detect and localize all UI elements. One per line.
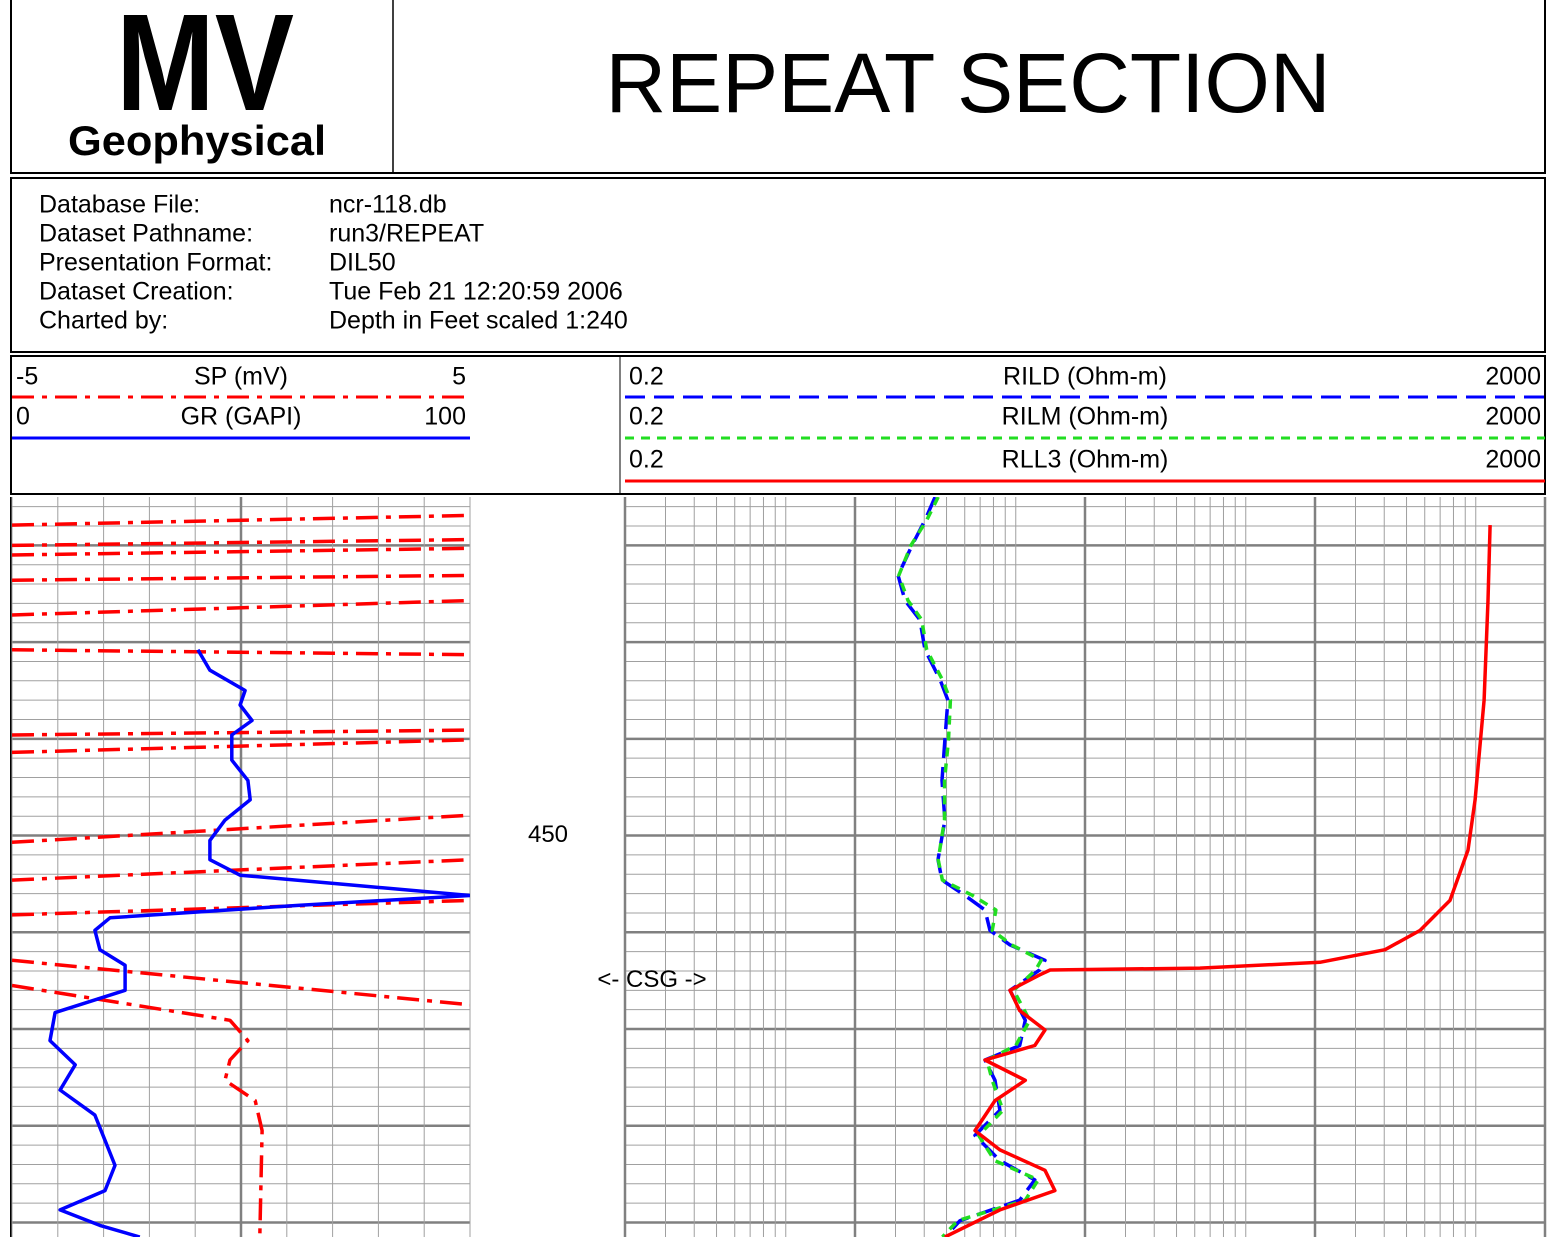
logo-sub: Geophysical — [68, 117, 326, 164]
info-value: run3/REPEAT — [329, 220, 484, 248]
logo-main: MV — [116, 0, 294, 140]
legend-name: RILM (Ohm-m) — [1002, 403, 1169, 431]
legend-min: -5 — [16, 363, 38, 391]
header-box — [10, 0, 1546, 174]
depth-label: 450 — [528, 821, 568, 848]
info-label: Charted by: — [39, 307, 168, 335]
curves — [12, 497, 1492, 1237]
legend-min: 0.2 — [629, 363, 664, 391]
info-label: Presentation Format: — [39, 249, 272, 277]
legend-name: RLL3 (Ohm-m) — [1002, 446, 1169, 474]
grid — [11, 497, 1547, 1237]
annotation: <- CSG -> — [597, 966, 706, 993]
info-box — [10, 177, 1546, 353]
info-value: ncr-118.db — [329, 191, 447, 219]
legend-name: GR (GAPI) — [181, 403, 302, 431]
info-label: Dataset Creation: — [39, 278, 234, 306]
info-value: Depth in Feet scaled 1:240 — [329, 307, 628, 335]
legend-name: SP (mV) — [194, 363, 288, 391]
title: REPEAT SECTION — [605, 36, 1330, 130]
log-curve — [944, 525, 1492, 1237]
legend-box — [10, 355, 1546, 495]
legend-max: 2000 — [1485, 403, 1541, 431]
log-curve — [896, 497, 1047, 1237]
info-value: DIL50 — [329, 249, 396, 277]
legend-max: 5 — [452, 363, 466, 391]
legend-max: 2000 — [1485, 363, 1541, 391]
info-value: Tue Feb 21 12:20:59 2006 — [329, 278, 623, 306]
info-label: Dataset Pathname: — [39, 220, 253, 248]
legend-min: 0 — [16, 403, 30, 431]
legend-min: 0.2 — [629, 446, 664, 474]
legend-min: 0.2 — [629, 403, 664, 431]
legend-max: 100 — [424, 403, 466, 431]
legend-name: RILD (Ohm-m) — [1003, 363, 1167, 391]
log-curve — [48, 648, 470, 1237]
legend-max: 2000 — [1485, 446, 1541, 474]
info-label: Database File: — [39, 191, 200, 219]
